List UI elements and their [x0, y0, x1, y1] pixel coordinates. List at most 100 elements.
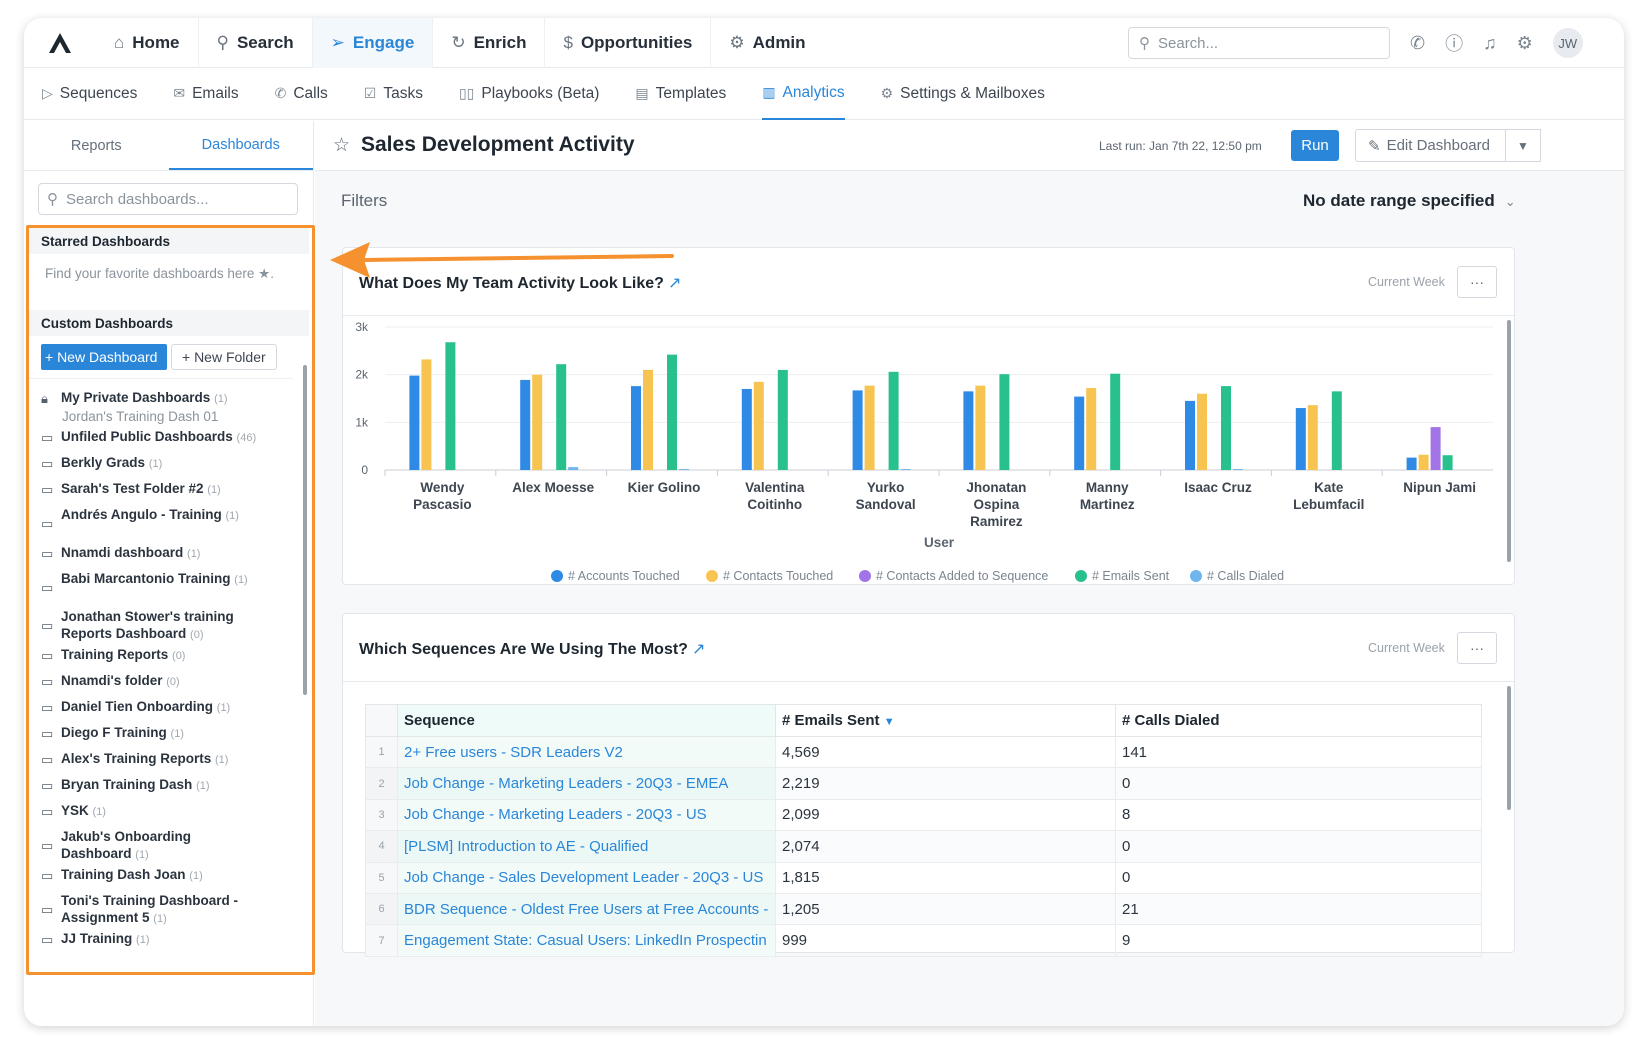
folder-item[interactable]: ▭ Bryan Training Dash (1) — [41, 777, 210, 793]
table-row[interactable]: 5 Job Change - Sales Development Leader -… — [365, 861, 1482, 894]
external-link-icon[interactable]: ↗ — [691, 641, 706, 658]
nav-search[interactable]: ⚲ Search — [199, 18, 313, 68]
table-row[interactable]: 3 Job Change - Marketing Leaders - 20Q3 -… — [365, 798, 1482, 832]
subnav-calls[interactable]: ✆ Calls — [274, 84, 328, 102]
search-dashboards-input[interactable]: ⚲ Search dashboards... — [38, 183, 298, 215]
subnav-templates[interactable]: ▤ Templates — [635, 84, 727, 102]
table-row[interactable]: 6 BDR Sequence - Oldest Free Users at Fre… — [365, 892, 1482, 926]
sub-navigation: ▷ Sequences ✉ Emails ✆ Calls ☑ Tasks ▯▯ Playb… — [24, 68, 1624, 120]
edit-dashboard-button[interactable]: ✎ Edit Dashboard — [1355, 129, 1541, 162]
row-number-header — [365, 704, 398, 737]
nav-admin[interactable]: ⚙ Admin — [729, 32, 806, 52]
external-link-icon[interactable]: ↗ — [667, 275, 682, 292]
folder-item[interactable]: ▭ Training Reports (0) — [41, 647, 186, 663]
folder-item[interactable]: ▭ Diego F Training (1) — [41, 725, 184, 741]
tab-dashboards[interactable]: Dashboards — [168, 121, 313, 170]
emails-sent-cell: 4,569 — [775, 735, 1116, 769]
column-header-calls-dialed[interactable]: # Calls Dialed — [1115, 704, 1482, 737]
phone-icon[interactable]: ✆ — [1410, 32, 1426, 53]
folder-item[interactable]: ▭ Berkly Grads (1) — [41, 455, 163, 471]
folder-item[interactable]: ▭ Nnamdi's folder (0) — [41, 673, 180, 689]
edit-dropdown-button[interactable]: ▼ — [1505, 129, 1540, 162]
x-axis-label: User — [924, 535, 955, 550]
folder-item[interactable]: ▭ Nnamdi dashboard (1) — [41, 545, 201, 561]
more-options-button[interactable]: ··· — [1457, 632, 1497, 664]
subnav-settings-mailboxes[interactable]: ⚙ Settings & Mailboxes — [880, 84, 1045, 102]
table-row[interactable]: 2 Job Change - Marketing Leaders - 20Q3 -… — [365, 767, 1482, 800]
column-header-emails-sent[interactable]: # Emails Sent ▼ — [775, 704, 1116, 737]
help-icon[interactable]: ⓘ — [1445, 34, 1464, 54]
avatar[interactable]: JW — [1552, 28, 1583, 58]
folder-icon: ▭ — [41, 838, 54, 853]
team-activity-card: What Does My Team Activity Look Like? ↗ C… — [342, 247, 1515, 585]
folder-item[interactable]: ▭ Training Dash Joan (1) — [41, 867, 203, 883]
sequence-link[interactable]: BDR Sequence - Oldest Free Users at Free… — [397, 892, 776, 926]
folder-icon: ▭ — [41, 868, 54, 883]
card-scrollbar[interactable] — [1507, 686, 1511, 810]
folder-item[interactable]: ▭ Babi Marcantonio Training (1) — [41, 571, 248, 595]
nav-opportunities[interactable]: $ Opportunities — [545, 18, 712, 68]
folder-item[interactable]: ▭ Jonathan Stower's training Reports Dash… — [41, 609, 234, 641]
x-tick-label: Ospina — [974, 497, 1020, 512]
global-search-input[interactable]: ⚲ Search... — [1128, 27, 1390, 59]
row-number: 3 — [365, 798, 398, 832]
nav-engage[interactable]: ➢ Engage — [312, 18, 434, 68]
new-folder-button[interactable]: + New Folder — [171, 344, 277, 370]
table-row[interactable]: 4 [PLSM] Introduction to AE - Qualified 2,… — [365, 830, 1482, 863]
subnav-playbooks[interactable]: ▯▯ Playbooks (Beta) — [458, 84, 600, 102]
new-dashboard-button[interactable]: + New Dashboard — [41, 344, 167, 370]
tab-reports[interactable]: Reports — [70, 137, 122, 154]
dashboard-link[interactable]: Jordan's Training Dash 01 — [62, 409, 219, 424]
subnav-emails[interactable]: ✉ Emails — [173, 84, 239, 102]
sequence-link[interactable]: Job Change - Sales Development Leader - … — [397, 861, 776, 894]
card-scrollbar[interactable] — [1507, 320, 1511, 562]
card-title[interactable]: What Does My Team Activity Look Like? ↗ — [359, 275, 682, 292]
folder-item[interactable]: ▭ Unfiled Public Dashboards (46) — [41, 429, 257, 445]
bar — [1331, 391, 1342, 470]
subnav-analytics[interactable]: ▥ Analytics — [762, 68, 845, 120]
table-row[interactable]: 7 Engagement State: Casual Users: LinkedI… — [365, 924, 1482, 957]
bell-icon[interactable]: ♫ — [1483, 32, 1497, 53]
folder-icon: ▭ — [41, 902, 54, 917]
card-title[interactable]: Which Sequences Are We Using The Most? ↗ — [359, 641, 706, 658]
folder-item[interactable]: ▭ JJ Training (1) — [41, 931, 150, 947]
sequence-link[interactable]: Job Change - Marketing Leaders - 20Q3 - … — [397, 767, 776, 800]
more-options-button[interactable]: ··· — [1457, 266, 1497, 298]
x-tick-label: Kate — [1314, 480, 1344, 495]
bar — [520, 379, 531, 470]
folder-item[interactable]: ▭ Jakub's Onboarding Dashboard (1) — [41, 829, 191, 861]
annotation-arrow — [330, 242, 674, 278]
run-button[interactable]: Run — [1291, 130, 1339, 161]
folder-item[interactable]: ▭ YSK (1) — [41, 803, 106, 819]
sequence-link[interactable]: [PLSM] Introduction to AE - Qualified — [397, 830, 776, 863]
sequence-link[interactable]: Engagement State: Casual Users: LinkedIn… — [397, 924, 776, 957]
folder-item[interactable]: ▭ Andrés Angulo - Training (1) — [41, 507, 239, 531]
bar — [556, 364, 567, 470]
folder-item[interactable]: ▭ Sarah's Test Folder #2 (1) — [41, 481, 221, 497]
folder-my-private-dashboards[interactable]: 🔒︎ My Private Dashboards (1) — [41, 390, 228, 406]
subnav-tasks[interactable]: ☑ Tasks — [363, 84, 423, 102]
pencil-icon: ✎ — [1368, 137, 1381, 155]
bar — [631, 386, 641, 470]
gear-icon[interactable]: ⚙ — [1516, 32, 1533, 53]
nav-home[interactable]: ⌂ Home — [96, 18, 199, 68]
folder-item[interactable]: ▭ Toni's Training Dashboard - Assignment … — [41, 893, 238, 925]
bar — [532, 374, 543, 470]
date-range-select[interactable]: No date range specified ⌄ — [1303, 191, 1516, 210]
nav-enrich[interactable]: ↻ Enrich — [433, 18, 546, 68]
calls-dialed-cell: 0 — [1115, 767, 1482, 800]
card-header: What Does My Team Activity Look Like? ↗ C… — [343, 248, 1514, 316]
folder-item[interactable]: ▭ Alex's Training Reports (1) — [41, 751, 229, 767]
sequence-link[interactable]: 2+ Free users - SDR Leaders V2 — [397, 735, 776, 769]
subnav-sequences[interactable]: ▷ Sequences — [42, 84, 138, 102]
legend-marker — [551, 570, 563, 582]
star-icon[interactable]: ☆ — [333, 135, 351, 156]
sequences-usage-card: Which Sequences Are We Using The Most? ↗ … — [342, 613, 1515, 957]
sequence-link[interactable]: Job Change - Marketing Leaders - 20Q3 - … — [397, 798, 776, 832]
folder-item[interactable]: ▭ Daniel Tien Onboarding (1) — [41, 699, 231, 715]
column-header-sequence[interactable]: Sequence — [397, 704, 776, 737]
sidebar-scrollbar[interactable] — [303, 365, 307, 695]
bar — [667, 354, 677, 470]
table-row[interactable]: 1 2+ Free users - SDR Leaders V2 4,569 141 — [365, 735, 1482, 769]
app-logo[interactable] — [24, 18, 96, 68]
